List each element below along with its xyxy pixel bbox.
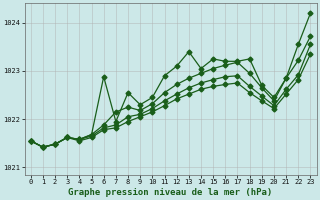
X-axis label: Graphe pression niveau de la mer (hPa): Graphe pression niveau de la mer (hPa) [68,188,273,197]
